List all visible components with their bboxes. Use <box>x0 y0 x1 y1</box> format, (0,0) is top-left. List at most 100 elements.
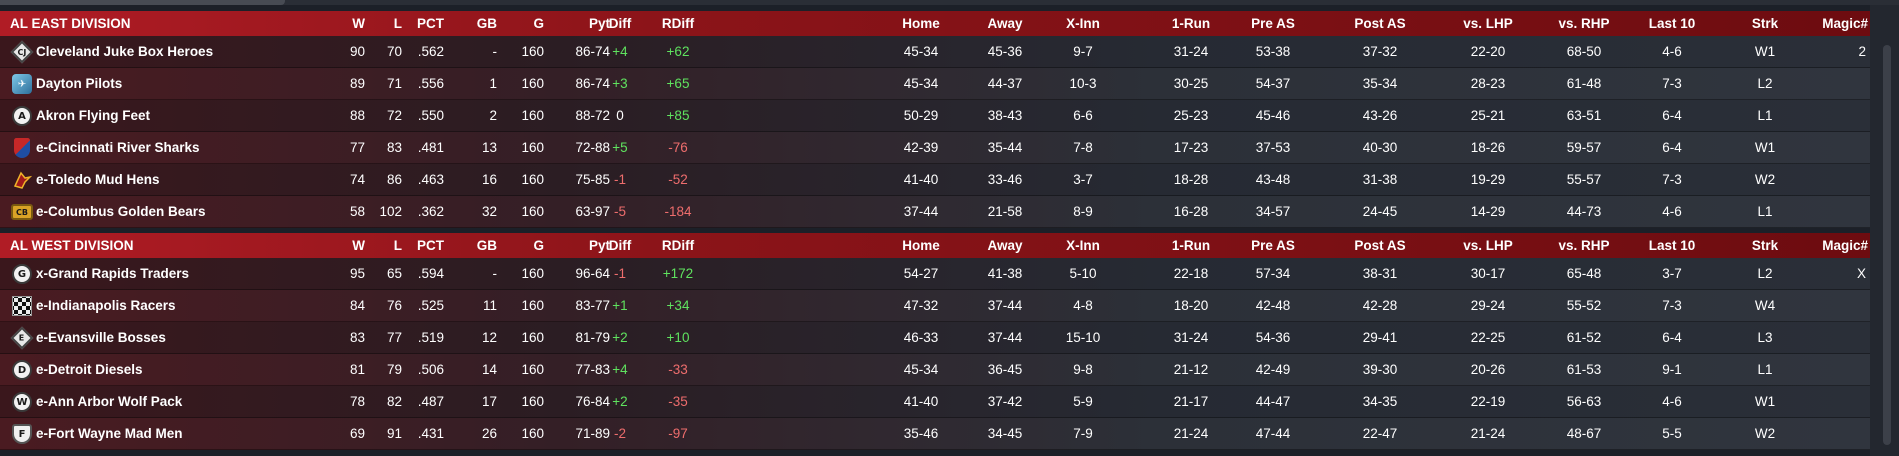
column-header-post-as[interactable]: Post AS <box>1354 16 1406 31</box>
team-name-link[interactable]: x-Grand Rapids Traders <box>36 266 190 281</box>
column-header-one-run[interactable]: 1-Run <box>1171 16 1211 31</box>
cell-w: 81 <box>349 362 365 377</box>
column-header-strk[interactable]: Strk <box>1751 238 1779 253</box>
column-header-home[interactable]: Home <box>902 238 940 253</box>
column-header-last-10[interactable]: Last 10 <box>1648 16 1696 31</box>
column-header-diff[interactable]: Diff <box>608 16 632 31</box>
column-header-vs-rhp[interactable]: vs. RHP <box>1558 16 1610 31</box>
cell-home: 46-33 <box>903 330 939 345</box>
cell-vs-lhp: 22-19 <box>1470 394 1506 409</box>
cell-strk: L2 <box>1757 266 1773 281</box>
column-header-vs-lhp[interactable]: vs. LHP <box>1463 16 1513 31</box>
cell-pre-as: 47-44 <box>1255 426 1291 441</box>
cell-vs-rhp: 63-51 <box>1566 108 1602 123</box>
cell-pre-as: 34-57 <box>1255 204 1291 219</box>
cell-gb: 1 <box>489 76 497 91</box>
scrollbar-thumb[interactable] <box>1883 45 1891 445</box>
team-row[interactable]: e-Toledo Mud Hens 74 86 .463 16 160 75-85 -1 -52… <box>0 164 1870 196</box>
team-name-link[interactable]: e-Detroit Diesels <box>36 362 143 377</box>
column-header-x-inn[interactable]: X-Inn <box>1066 238 1100 253</box>
column-header-last-10[interactable]: Last 10 <box>1648 238 1696 253</box>
column-header-strk[interactable]: Strk <box>1751 16 1779 31</box>
cell-vs-rhp: 65-48 <box>1566 266 1602 281</box>
column-header-away[interactable]: Away <box>987 238 1023 253</box>
cell-w: 69 <box>349 426 365 441</box>
cell-post-as: 42-28 <box>1362 298 1398 313</box>
cell-rdiff: +65 <box>666 76 690 91</box>
cell-w: 88 <box>349 108 365 123</box>
evansville-logo-icon: E <box>10 326 34 350</box>
cell-gb: 32 <box>481 204 497 219</box>
cell-g: 160 <box>521 298 544 313</box>
cell-strk: W1 <box>1754 394 1776 409</box>
team-name-link[interactable]: Akron Flying Feet <box>36 108 151 123</box>
team-row[interactable]: e-Cincinnati River Sharks 77 83 .481 13 160 72… <box>0 132 1870 164</box>
column-header-rdiff[interactable]: RDiff <box>661 238 695 253</box>
team-name-link[interactable]: e-Evansville Bosses <box>36 330 166 345</box>
column-header-pre-as[interactable]: Pre AS <box>1251 238 1295 253</box>
column-header-w[interactable]: W <box>352 238 365 253</box>
column-header-vs-lhp[interactable]: vs. LHP <box>1463 238 1513 253</box>
column-header-post-as[interactable]: Post AS <box>1354 238 1406 253</box>
team-row[interactable]: CB e-Columbus Golden Bears 58 102 .362 32 160 6… <box>0 196 1870 228</box>
team-name-link[interactable]: e-Indianapolis Racers <box>36 298 176 313</box>
column-header-pct[interactable]: PCT <box>417 238 444 253</box>
column-header-vs-rhp[interactable]: vs. RHP <box>1558 238 1610 253</box>
column-header-pyt[interactable]: Pyt <box>588 238 610 253</box>
column-header-home[interactable]: Home <box>902 16 940 31</box>
column-header-magic[interactable]: Magic# <box>1822 238 1868 253</box>
team-name-link[interactable]: e-Columbus Golden Bears <box>36 204 206 219</box>
column-header-l[interactable]: L <box>393 238 402 253</box>
cell-x-inn: 3-7 <box>1073 172 1093 187</box>
team-row[interactable]: A Akron Flying Feet 88 72 .550 2 160 88-72 0 +85 5… <box>0 100 1870 132</box>
active-tab[interactable] <box>0 0 285 5</box>
column-header-pre-as[interactable]: Pre AS <box>1251 16 1295 31</box>
team-row[interactable]: CJ Cleveland Juke Box Heroes 90 70 .562 - 160 8… <box>0 36 1870 68</box>
cell-pyt: 96-64 <box>575 266 610 281</box>
column-header-one-run[interactable]: 1-Run <box>1171 238 1211 253</box>
column-header-pct[interactable]: PCT <box>417 16 444 31</box>
team-name-link[interactable]: Dayton Pilots <box>36 76 123 91</box>
cell-gb: - <box>492 44 498 59</box>
column-header-away[interactable]: Away <box>987 16 1023 31</box>
cell-vs-lhp: 28-23 <box>1470 76 1506 91</box>
vertical-scrollbar[interactable] <box>1870 5 1899 456</box>
column-header-gb[interactable]: GB <box>476 16 497 31</box>
cell-home: 50-29 <box>903 108 939 123</box>
team-name-link[interactable]: e-Fort Wayne Mad Men <box>36 426 183 441</box>
column-header-g[interactable]: G <box>533 238 544 253</box>
cell-rdiff: -97 <box>668 426 688 441</box>
cell-gb: 11 <box>482 298 497 313</box>
column-header-x-inn[interactable]: X-Inn <box>1066 16 1100 31</box>
team-name-link[interactable]: e-Ann Arbor Wolf Pack <box>36 394 183 409</box>
column-header-l[interactable]: L <box>393 16 402 31</box>
column-header-diff[interactable]: Diff <box>608 238 632 253</box>
cell-g: 160 <box>521 172 544 187</box>
cell-pre-as: 43-48 <box>1255 172 1291 187</box>
cell-strk: L1 <box>1757 362 1773 377</box>
cell-last-10: 7-3 <box>1662 172 1682 187</box>
team-name-link[interactable]: e-Cincinnati River Sharks <box>36 140 200 155</box>
cell-l: 70 <box>386 44 402 59</box>
column-header-rdiff[interactable]: RDiff <box>661 16 695 31</box>
column-header-magic[interactable]: Magic# <box>1822 16 1868 31</box>
team-row[interactable]: ✈ Dayton Pilots 89 71 .556 1 160 86-74 +3 +65 45-3… <box>0 68 1870 100</box>
cell-magic <box>1822 132 1866 163</box>
team-row[interactable]: e-Indianapolis Racers 84 76.525 11 160 83-77 +… <box>0 290 1870 322</box>
column-header-g[interactable]: G <box>533 16 544 31</box>
cell-one-run: 22-18 <box>1173 266 1209 281</box>
column-header-w[interactable]: W <box>352 16 365 31</box>
cell-g: 160 <box>521 204 544 219</box>
cell-vs-lhp: 21-24 <box>1470 426 1506 441</box>
cell-vs-lhp: 25-21 <box>1470 108 1506 123</box>
team-name-link[interactable]: e-Toledo Mud Hens <box>36 172 160 187</box>
team-name-link[interactable]: Cleveland Juke Box Heroes <box>36 44 214 59</box>
column-header-gb[interactable]: GB <box>476 238 497 253</box>
cell-g: 160 <box>521 330 544 345</box>
column-header-pyt[interactable]: Pyt <box>588 16 610 31</box>
